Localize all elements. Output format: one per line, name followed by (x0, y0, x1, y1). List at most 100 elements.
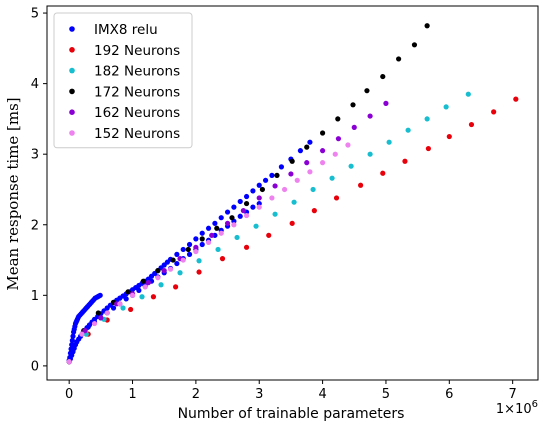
data-point (351, 124, 357, 130)
data-point (424, 116, 430, 122)
data-point (289, 158, 295, 164)
data-point (281, 186, 288, 193)
data-point (335, 116, 341, 122)
data-point (85, 324, 91, 330)
data-point (311, 208, 317, 214)
data-point (218, 230, 224, 236)
data-point (98, 315, 104, 321)
data-point (250, 188, 256, 194)
data-point (82, 328, 88, 334)
data-point (367, 151, 373, 157)
data-point (224, 220, 231, 226)
y-tick-label: 2 (31, 218, 39, 233)
data-point (269, 195, 275, 201)
data-point (256, 204, 262, 210)
y-tick-label: 0 (31, 359, 39, 374)
data-point (289, 220, 295, 226)
data-point (139, 294, 145, 300)
data-point (329, 175, 335, 181)
data-point (214, 225, 220, 231)
data-point (250, 204, 256, 210)
x-tick-label: 3 (255, 387, 263, 402)
data-point (193, 236, 199, 242)
data-point (243, 200, 250, 207)
y-tick-label: 1 (31, 289, 39, 304)
data-point (307, 139, 313, 145)
data-point (155, 275, 161, 281)
data-point (411, 42, 418, 48)
data-point (446, 133, 452, 140)
data-point (234, 234, 240, 241)
data-point (386, 139, 392, 145)
data-point (140, 278, 146, 284)
data-point (307, 169, 313, 175)
data-point (231, 204, 237, 210)
data-point (128, 306, 134, 313)
y-axis-label: Mean response time [ms] (4, 97, 22, 290)
data-point (218, 215, 224, 221)
y-tick-label: 5 (31, 7, 39, 22)
data-point (205, 239, 212, 245)
data-point (243, 244, 250, 250)
data-point (333, 195, 340, 201)
data-point (186, 251, 193, 257)
data-point (205, 225, 212, 231)
data-point (117, 301, 123, 307)
data-point (291, 199, 297, 205)
data-point (310, 186, 316, 193)
data-point (212, 220, 218, 226)
legend-marker (69, 88, 75, 95)
y-tick-label: 3 (31, 148, 39, 163)
data-point (199, 230, 205, 236)
data-point (199, 241, 205, 248)
data-point (304, 144, 310, 150)
data-point (142, 284, 148, 290)
x-axis-label: Number of trainable parameters (178, 406, 405, 422)
data-point (120, 305, 126, 311)
data-point (185, 246, 191, 253)
series-4 (66, 100, 389, 365)
data-point (104, 310, 110, 316)
data-point (294, 177, 300, 183)
data-point (383, 100, 389, 106)
data-point (297, 148, 304, 154)
legend-frame (53, 12, 193, 149)
data-point (229, 215, 235, 221)
data-point (405, 127, 411, 133)
data-point (173, 284, 179, 290)
data-point (465, 91, 471, 97)
data-point (237, 213, 243, 219)
data-point (155, 268, 161, 274)
data-point (272, 183, 278, 189)
data-point (350, 102, 356, 108)
data-point (491, 109, 497, 115)
legend-entry: IMX8 relu (94, 22, 158, 38)
data-point (364, 88, 370, 94)
data-point (253, 223, 259, 229)
data-point (91, 320, 98, 327)
data-point (259, 186, 266, 193)
x-tick-label: 4 (318, 387, 326, 402)
data-point (237, 198, 243, 205)
data-point (95, 310, 101, 316)
x-tick-label: 7 (509, 387, 517, 402)
data-point (269, 172, 275, 178)
data-point (177, 270, 183, 276)
data-point (367, 113, 373, 119)
data-point (335, 136, 342, 142)
legend-marker (69, 109, 75, 115)
data-point (240, 208, 246, 214)
data-point (136, 287, 142, 293)
data-point (266, 232, 272, 238)
series-2 (66, 91, 471, 365)
data-point (70, 333, 76, 339)
data-point (332, 151, 338, 157)
x-tick-label: 2 (192, 387, 200, 402)
x-axis-ticks: 0 1 2 3 4 5 6 7 (65, 380, 517, 402)
data-point (110, 305, 117, 311)
data-point (150, 294, 157, 300)
data-point (443, 104, 449, 110)
legend-marker (69, 47, 75, 53)
legend-entry: 192 Neurons (94, 43, 180, 59)
